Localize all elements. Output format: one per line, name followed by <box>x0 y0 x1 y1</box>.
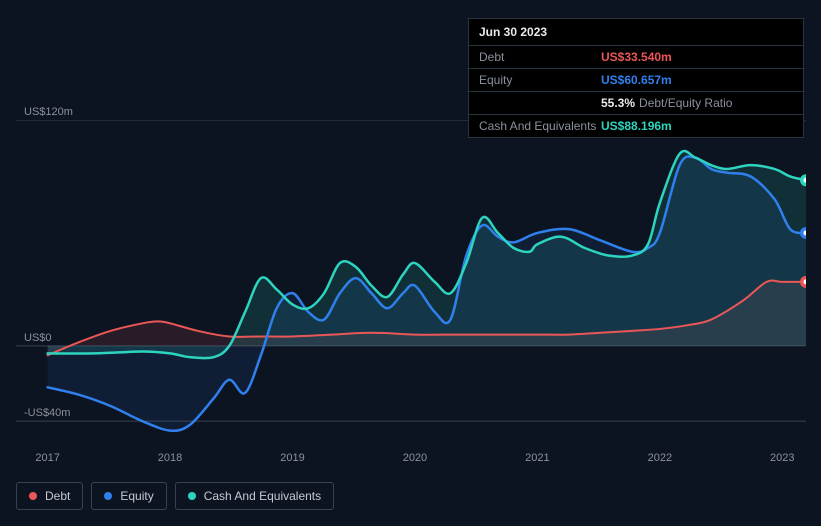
y-axis-label: US$0 <box>24 332 52 344</box>
tooltip-row-value: US$60.657m <box>601 73 672 87</box>
tooltip-row: DebtUS$33.540m <box>469 46 803 69</box>
x-axis-label: 2019 <box>280 452 304 464</box>
legend-item-cash-and-equivalents[interactable]: Cash And Equivalents <box>175 482 334 510</box>
y-axis-label: -US$40m <box>24 407 70 419</box>
y-axis-label: US$120m <box>24 106 73 118</box>
tooltip-row-label: Cash And Equivalents <box>479 119 601 133</box>
x-axis-label: 2020 <box>403 452 427 464</box>
legend-label: Debt <box>45 489 70 503</box>
tooltip-row: 55.3%Debt/Equity Ratio <box>469 92 803 115</box>
tooltip-row: Cash And EquivalentsUS$88.196m <box>469 115 803 137</box>
x-axis-label: 2022 <box>648 452 672 464</box>
legend-swatch-icon <box>104 492 112 500</box>
tooltip-row-value: US$88.196m <box>601 119 672 133</box>
tooltip-row-label <box>479 96 601 110</box>
legend-swatch-icon <box>188 492 196 500</box>
legend-item-equity[interactable]: Equity <box>91 482 166 510</box>
x-axis-labels: 2017 2018 2019 2020 2021 2022 2023 <box>16 452 806 468</box>
legend-label: Cash And Equivalents <box>204 489 321 503</box>
tooltip-row-label: Debt <box>479 50 601 64</box>
chart-tooltip: Jun 30 2023 DebtUS$33.540mEquityUS$60.65… <box>468 18 804 138</box>
debt-equity-cash-chart <box>16 120 806 465</box>
tooltip-row-label: Equity <box>479 73 601 87</box>
tooltip-date: Jun 30 2023 <box>469 19 803 46</box>
chart-legend: Debt Equity Cash And Equivalents <box>16 482 334 510</box>
legend-label: Equity <box>120 489 153 503</box>
x-axis-label: 2023 <box>770 452 794 464</box>
tooltip-row: EquityUS$60.657m <box>469 69 803 92</box>
x-axis-label: 2017 <box>35 452 59 464</box>
x-axis-label: 2021 <box>525 452 549 464</box>
legend-swatch-icon <box>29 492 37 500</box>
x-axis-label: 2018 <box>158 452 182 464</box>
tooltip-row-value: 55.3%Debt/Equity Ratio <box>601 96 732 110</box>
tooltip-row-value: US$33.540m <box>601 50 672 64</box>
legend-item-debt[interactable]: Debt <box>16 482 83 510</box>
